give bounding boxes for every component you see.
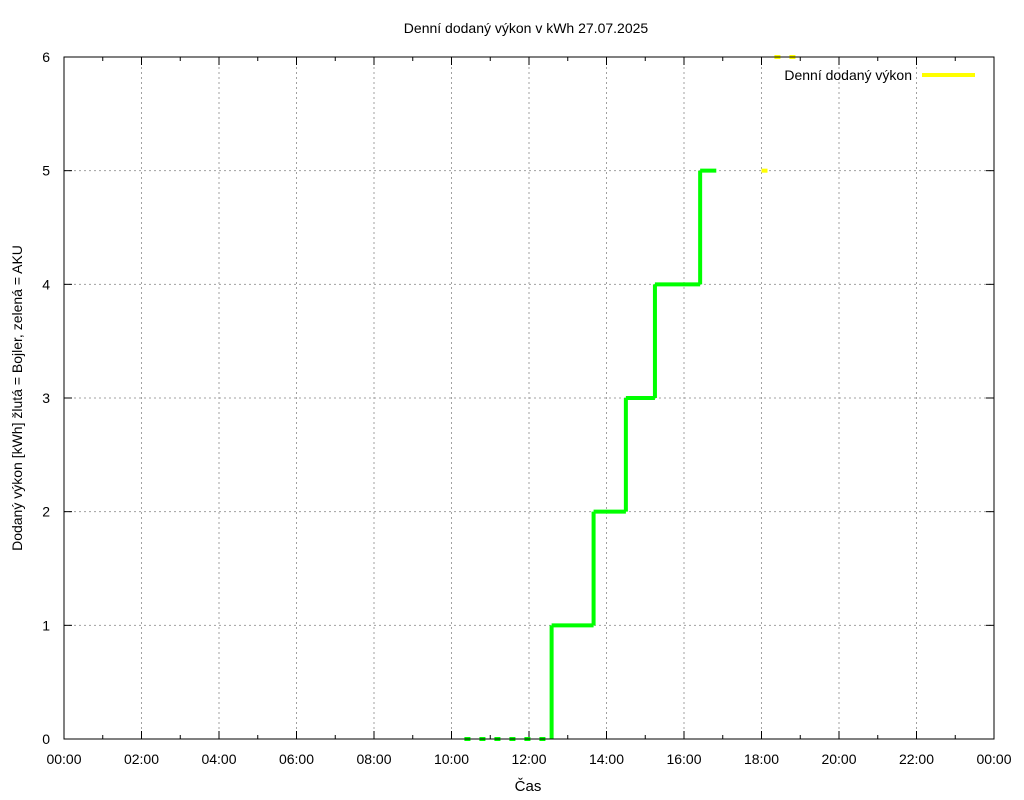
x-tick-label: 22:00 [899,751,934,767]
x-tick-label: 12:00 [511,751,546,767]
legend: Denní dodaný výkon [784,67,975,83]
x-tick-label: 20:00 [821,751,856,767]
x-tick-label: 02:00 [124,751,159,767]
y-tick-label: 3 [42,390,50,406]
y-tick-label: 2 [42,504,50,520]
x-tick-label: 06:00 [279,751,314,767]
y-tick-label: 4 [42,276,50,292]
y-tick-label: 5 [42,163,50,179]
x-axis-label: Čas [515,778,542,795]
chart-title: Denní dodaný výkon v kWh 27.07.2025 [404,20,649,36]
x-tick-label: 04:00 [201,751,236,767]
x-tick-label: 00:00 [976,751,1011,767]
x-tick-label: 14:00 [589,751,624,767]
y-axis-label: Dodaný výkon [kWh] žlutá = Bojler, zelen… [9,245,25,551]
y-tick-labels: 0 1 2 3 4 5 6 [42,49,50,747]
x-tick-label: 18:00 [744,751,779,767]
x-tick-labels: 00:00 02:00 04:00 06:00 08:00 10:00 12:00 14:00… [46,751,1011,767]
plot-frame [63,56,995,740]
x-tick-label: 08:00 [356,751,391,767]
series-1 [464,168,717,741]
x-tick-label: 16:00 [666,751,701,767]
x-tick-label: 10:00 [434,751,469,767]
y-tick-label: 6 [42,49,50,65]
x-tick-label: 00:00 [46,751,81,767]
legend-label: Denní dodaný výkon [784,67,912,83]
y-tick-label: 0 [42,731,50,747]
y-tick-label: 1 [42,617,50,633]
grid [64,57,994,739]
